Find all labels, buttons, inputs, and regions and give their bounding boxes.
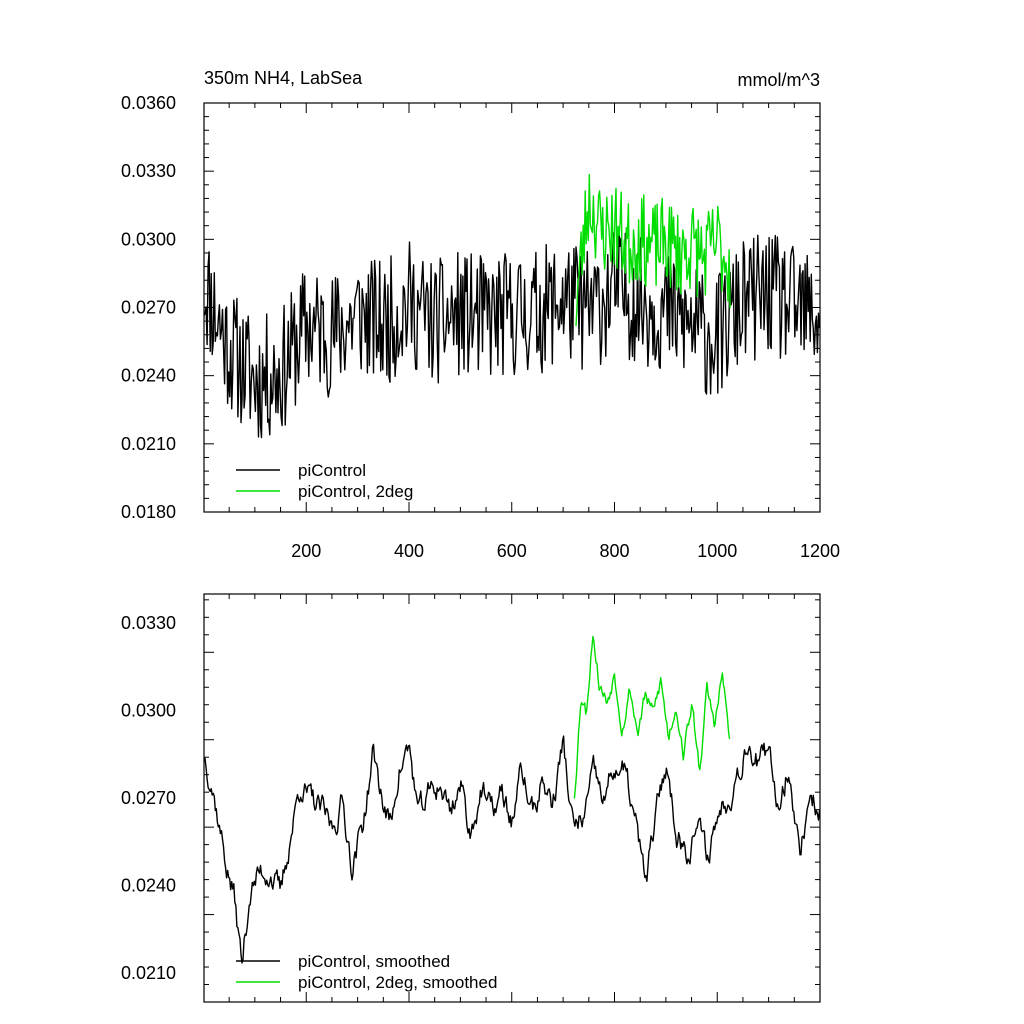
x-tick-label: 800 — [599, 541, 629, 561]
y-tick-labels: 0.0210 0.0240 0.0270 0.0300 0.0330 — [121, 613, 176, 983]
bottom-panel: 0.0210 0.0240 0.0270 0.0300 0.0330 piControl… — [121, 593, 821, 1003]
y-tick-label: 0.0300 — [121, 701, 176, 721]
series-line-picontrol-2deg — [573, 635, 731, 799]
y-tick-label: 0.0210 — [121, 963, 176, 983]
y-tick-label: 0.0210 — [121, 434, 176, 454]
y-tick-label: 0.0270 — [121, 788, 176, 808]
series-line-picontrol — [203, 232, 821, 439]
y-tick-label: 0.0300 — [121, 229, 176, 249]
x-tick-label: 200 — [291, 541, 321, 561]
legend: piControl piControl, 2deg — [236, 461, 413, 501]
legend: piControl, smoothed piControl, 2deg, smo… — [236, 952, 497, 992]
units-label: mmol/m^3 — [738, 70, 820, 90]
plot-frame — [203, 102, 821, 513]
plot-series — [203, 173, 821, 439]
legend-label: piControl — [298, 461, 366, 480]
plot-series — [203, 635, 821, 964]
y-tick-labels: 0.0180 0.0210 0.0240 0.0270 0.0300 0.0330 0.03… — [121, 93, 176, 522]
plot-frame — [203, 593, 821, 1003]
y-tick-label: 0.0240 — [121, 366, 176, 386]
legend-label: piControl, smoothed — [298, 952, 450, 971]
panel-title: 350m NH4, LabSea — [204, 68, 363, 88]
legend-label: piControl, 2deg, smoothed — [298, 973, 497, 992]
legend-label: piControl, 2deg — [298, 482, 413, 501]
y-tick-label: 0.0330 — [121, 613, 176, 633]
x-tick-label: 600 — [497, 541, 527, 561]
series-line-picontrol-2deg — [575, 173, 731, 327]
series-line-picontrol — [203, 735, 821, 964]
top-panel: 350m NH4, LabSea mmol/m^3 0.01800.02100.… — [121, 68, 840, 561]
x-tick-labels: 200 400 600 800 1000 1200 — [291, 541, 840, 561]
y-tick-label: 0.0270 — [121, 298, 176, 318]
x-tick-label: 1200 — [800, 541, 840, 561]
x-tick-label: 400 — [394, 541, 424, 561]
x-tick-label: 1000 — [697, 541, 737, 561]
y-tick-label: 0.0360 — [121, 93, 176, 113]
y-tick-label: 0.0240 — [121, 875, 176, 895]
y-tick-label: 0.0180 — [121, 502, 176, 522]
y-tick-label: 0.0330 — [121, 161, 176, 181]
